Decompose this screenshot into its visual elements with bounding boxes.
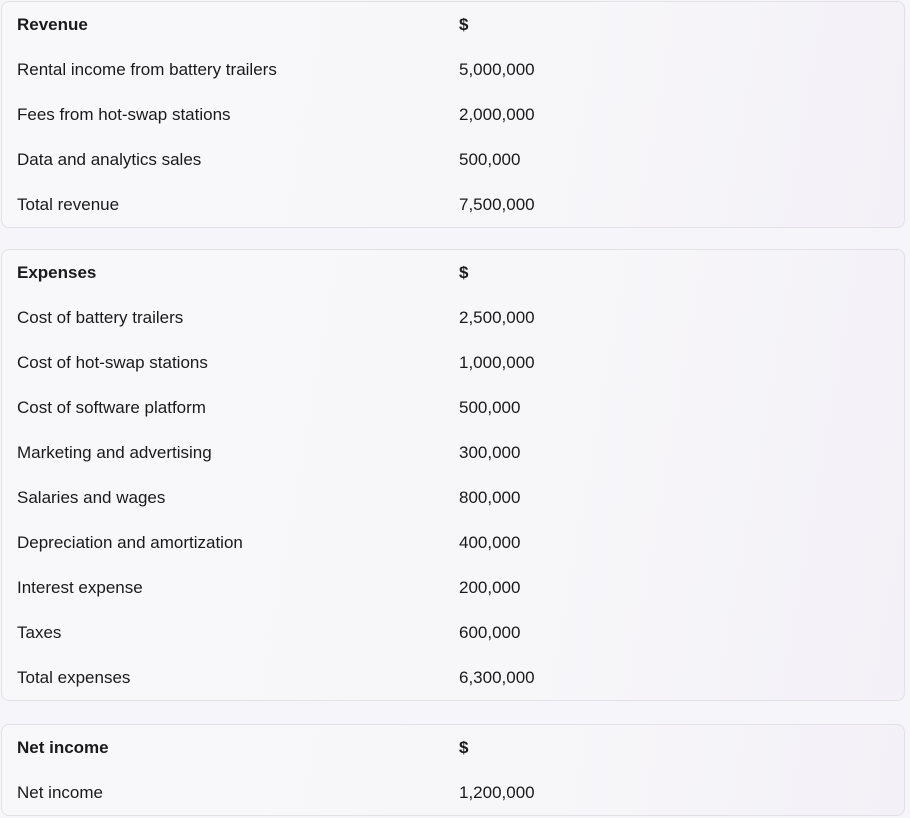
table-row: Fees from hot-swap stations 2,000,000 bbox=[2, 92, 904, 137]
table-revenue: Revenue $ Rental income from battery trail… bbox=[1, 1, 905, 228]
table-row: Total revenue 7,500,000 bbox=[2, 182, 904, 227]
table-row: Total expenses 6,300,000 bbox=[2, 655, 904, 700]
row-value: 600,000 bbox=[459, 622, 521, 642]
table-row: Salaries and wages 800,000 bbox=[2, 475, 904, 520]
row-label: Salaries and wages bbox=[17, 487, 166, 507]
row-value: 2,000,000 bbox=[459, 104, 535, 124]
row-value: 400,000 bbox=[459, 532, 521, 552]
table-row: Cost of hot-swap stations 1,000,000 bbox=[2, 340, 904, 385]
row-label: Marketing and advertising bbox=[17, 442, 212, 462]
table-header: Net income $ bbox=[2, 725, 904, 770]
row-label: Total revenue bbox=[17, 194, 120, 214]
row-value: $ bbox=[459, 737, 469, 757]
row-label: Cost of hot-swap stations bbox=[17, 352, 208, 372]
table-row: Marketing and advertising 300,000 bbox=[2, 430, 904, 475]
row-label: Net income bbox=[17, 782, 103, 802]
row-value: 1,200,000 bbox=[459, 782, 535, 802]
row-label: Cost of battery trailers bbox=[17, 307, 184, 327]
table-row: Net income 1,200,000 bbox=[2, 770, 904, 815]
row-value: 200,000 bbox=[459, 577, 521, 597]
table-row: Depreciation and amortization 400,000 bbox=[2, 520, 904, 565]
row-value: 5,000,000 bbox=[459, 59, 535, 79]
table-row: Interest expense 200,000 bbox=[2, 565, 904, 610]
table-row: Rental income from battery trailers 5,000… bbox=[2, 47, 904, 92]
row-label: Data and analytics sales bbox=[17, 149, 202, 169]
row-label: Fees from hot-swap stations bbox=[17, 104, 231, 124]
row-value: 7,500,000 bbox=[459, 194, 535, 214]
row-value: $ bbox=[459, 262, 469, 282]
row-label: Total expenses bbox=[17, 667, 131, 687]
row-label: Cost of software platform bbox=[17, 397, 206, 417]
row-value: 6,300,000 bbox=[459, 667, 535, 687]
row-value: 1,000,000 bbox=[459, 352, 535, 372]
row-label: Taxes bbox=[17, 622, 62, 642]
row-label: Net income bbox=[17, 737, 109, 757]
table-row: Taxes 600,000 bbox=[2, 610, 904, 655]
table-net-income: Net income $ Net income 1,200,000 bbox=[1, 724, 905, 816]
row-label: Rental income from battery trailers bbox=[17, 59, 277, 79]
table-row: Cost of battery trailers 2,500,000 bbox=[2, 295, 904, 340]
row-value: 800,000 bbox=[459, 487, 521, 507]
row-value: 500,000 bbox=[459, 397, 521, 417]
row-label: Revenue bbox=[17, 14, 88, 34]
row-value: $ bbox=[459, 14, 469, 34]
table-header: Revenue $ bbox=[2, 2, 904, 47]
row-value: 2,500,000 bbox=[459, 307, 535, 327]
table-row: Cost of software platform 500,000 bbox=[2, 385, 904, 430]
table-header: Expenses $ bbox=[2, 250, 904, 295]
table-row: Data and analytics sales 500,000 bbox=[2, 137, 904, 182]
row-label: Depreciation and amortization bbox=[17, 532, 243, 552]
row-value: 500,000 bbox=[459, 149, 521, 169]
row-label: Interest expense bbox=[17, 577, 143, 597]
table-expenses: Expenses $ Cost of battery trailers 2,500,0… bbox=[1, 249, 905, 701]
row-label: Expenses bbox=[17, 262, 97, 282]
row-value: 300,000 bbox=[459, 442, 521, 462]
